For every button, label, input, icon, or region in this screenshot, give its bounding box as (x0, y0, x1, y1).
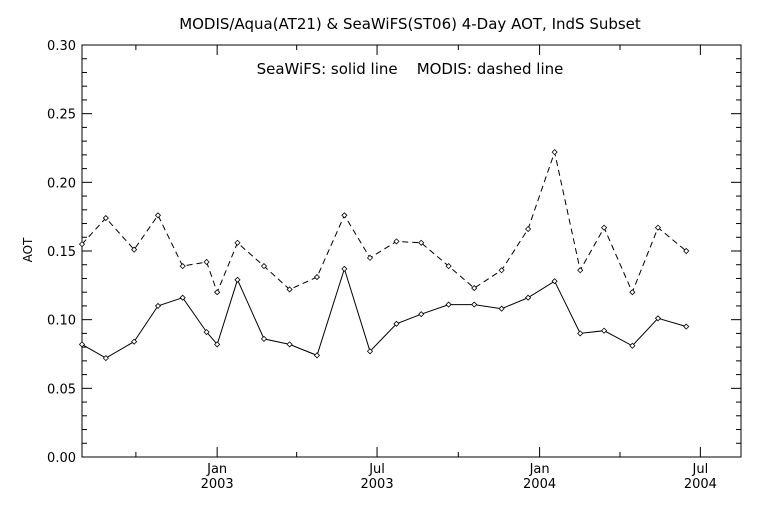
chart-title: MODIS/Aqua(AT21) & SeaWiFS(ST06) 4-Day A… (179, 15, 641, 33)
x-tick-year: 2004 (523, 477, 556, 492)
series-annotation: SeaWiFS: solid line MODIS: dashed line (257, 60, 564, 78)
y-tick-label: 0.20 (47, 176, 76, 191)
data-point (683, 323, 690, 330)
data-point (654, 315, 662, 322)
data-point (601, 224, 608, 231)
data-point (260, 263, 268, 270)
y-axis-label: AOT (21, 237, 35, 262)
series-layer (78, 149, 690, 362)
y-tick-label: 0.00 (47, 451, 76, 466)
series-dashed (78, 149, 690, 296)
data-point (393, 238, 400, 245)
data-point (203, 258, 210, 266)
data-point (525, 294, 532, 301)
data-point (418, 239, 425, 246)
data-point (445, 263, 452, 270)
data-point (131, 246, 138, 253)
y-tick-label: 0.15 (47, 245, 76, 260)
data-point (551, 149, 558, 156)
y-tick-label: 0.25 (47, 108, 76, 123)
data-point (179, 263, 186, 270)
data-point (78, 341, 86, 348)
data-point (214, 341, 221, 348)
data-point (102, 355, 109, 362)
data-point (654, 224, 662, 231)
series-line-solid (81, 267, 687, 359)
data-point (418, 311, 425, 318)
data-point (525, 225, 532, 233)
data-point (260, 335, 268, 342)
data-point (445, 301, 452, 308)
data-point (366, 348, 374, 355)
data-point (313, 352, 321, 359)
data-point (154, 212, 162, 219)
series-line-dashed (81, 150, 687, 294)
x-tick-year: 2003 (361, 477, 394, 492)
plot-frame (81, 44, 742, 458)
data-point (234, 276, 241, 283)
data-point (313, 274, 321, 281)
data-point (131, 338, 138, 345)
x-tick-month: Jan (529, 462, 550, 477)
data-point (234, 239, 241, 246)
y-tick-label: 0.10 (47, 314, 76, 329)
data-point (683, 247, 690, 255)
data-point (366, 254, 374, 261)
y-tick-label: 0.30 (47, 39, 76, 54)
y-tick-label: 0.05 (47, 382, 76, 397)
x-tick-month: Jul (368, 462, 385, 477)
data-point (286, 341, 293, 348)
data-point (629, 342, 636, 349)
x-tick-year: 2003 (201, 477, 234, 492)
data-point (102, 214, 109, 222)
data-point (341, 212, 348, 219)
y-axis: 0.00 0.05 0.10 0.15 0.20 0.25 0.30 (47, 39, 741, 466)
x-tick-month: Jan (206, 462, 227, 477)
x-tick-year: 2004 (684, 477, 717, 492)
data-point (498, 305, 505, 312)
data-point (203, 328, 210, 336)
data-point (393, 320, 400, 327)
data-point (286, 286, 293, 293)
data-point (179, 294, 186, 301)
data-point (577, 267, 584, 274)
x-tick-month: Jul (692, 462, 709, 477)
data-point (78, 241, 86, 248)
data-point (214, 289, 221, 296)
data-point (154, 302, 162, 309)
data-point (471, 285, 478, 292)
data-point (629, 289, 636, 296)
data-point (577, 330, 584, 337)
data-point (551, 278, 558, 285)
series-solid (78, 265, 690, 362)
data-point (498, 267, 505, 274)
data-point (471, 301, 478, 308)
data-point (601, 327, 608, 334)
data-point (341, 265, 348, 272)
